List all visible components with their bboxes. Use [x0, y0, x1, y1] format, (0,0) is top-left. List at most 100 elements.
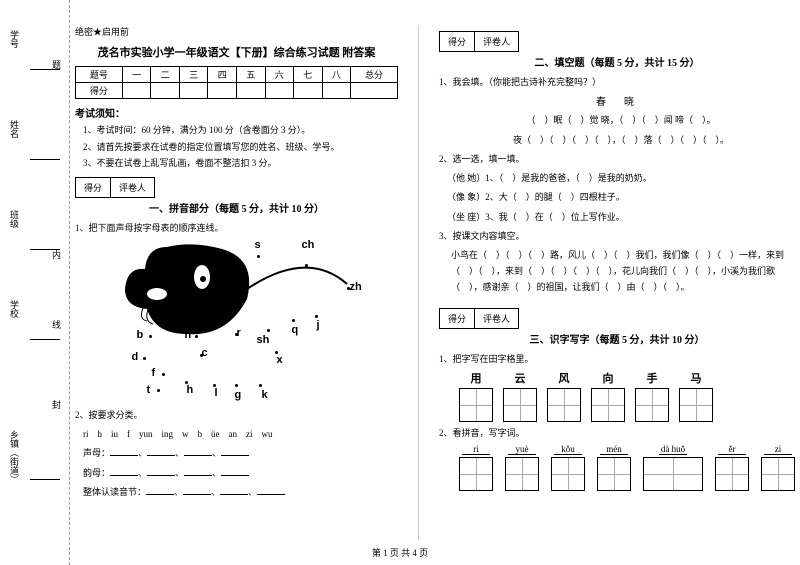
- pinyin-label: rì: [462, 444, 490, 455]
- dot: [195, 335, 198, 338]
- answer-line[interactable]: 韵母：、、、: [83, 465, 398, 481]
- cell[interactable]: [122, 83, 151, 99]
- q1-1: 1、把下面声母按字母表的顺序连线。: [75, 221, 398, 235]
- char-cell: 向: [591, 370, 625, 422]
- tian-grid[interactable]: [551, 457, 585, 491]
- score-cell: 得分: [75, 177, 110, 198]
- tian-grid[interactable]: [505, 457, 539, 491]
- tian-grid[interactable]: [761, 457, 795, 491]
- dot: [257, 255, 260, 258]
- poem-line[interactable]: 夜（ ）（ ）（ ）（ ），（ ）落（ ）（ ）（ ）。: [447, 132, 795, 148]
- q1-2-content: ri h iu f yun ing w b üe an zi wu: [83, 426, 398, 442]
- cell[interactable]: [208, 83, 237, 99]
- cell[interactable]: [322, 83, 351, 99]
- letter: m: [167, 287, 177, 299]
- binding-field[interactable]: [30, 210, 60, 250]
- score-box: 得分 评卷人: [439, 31, 795, 52]
- letter: l: [215, 387, 218, 399]
- th: 八: [322, 67, 351, 83]
- pinyin-label: dà huǒ: [659, 444, 687, 455]
- dot: [185, 381, 188, 384]
- tian-grid[interactable]: [459, 388, 493, 422]
- score-box: 得分 评卷人: [75, 177, 398, 198]
- pinyin-label: mén: [600, 444, 628, 455]
- right-column: 得分 评卷人 二、填空题（每题 5 分，共计 15 分） 1、我会填。（你能把古…: [439, 25, 795, 540]
- dot: [259, 384, 262, 387]
- q2-2-line[interactable]: （他 她）1、（ ）是我的爸爸，（ ）是我的奶奶。: [447, 170, 795, 186]
- letter: sh: [257, 334, 270, 346]
- answer-line[interactable]: 声母：、、、: [83, 445, 398, 461]
- binding-field[interactable]: [30, 120, 60, 160]
- binding-label: 学号: [8, 30, 21, 48]
- poem-line[interactable]: （ ）眠（ ）觉 晓，（ ）（ ）闻 啼（ ）。: [447, 112, 795, 128]
- letter: c: [202, 347, 208, 359]
- score-table: 题号 一 二 三 四 五 六 七 八 总分 得分: [75, 66, 398, 99]
- label: 整体认读音节：: [83, 487, 146, 497]
- left-column: 绝密★启用前 茂名市实验小学一年级语文【下册】综合练习试题 附答案 题号 一 二…: [75, 25, 398, 540]
- q2-3-text[interactable]: 小鸟在（ ）（ ）（ ）路，风儿（ ）（ ）我们，我们像（ ）（ ）一样，来到（…: [451, 247, 795, 296]
- tian-grid[interactable]: [503, 388, 537, 422]
- binding-field[interactable]: [30, 400, 60, 480]
- pinyin-label: ěr: [718, 444, 746, 455]
- letter: k: [262, 389, 268, 401]
- cell[interactable]: [151, 83, 180, 99]
- cutline-char: 内: [50, 250, 63, 259]
- pinyin-label: kǒu: [554, 444, 582, 455]
- pinyin-row: rì yuè kǒu mén dà huǒ ěr zi: [459, 444, 795, 491]
- letter: f: [152, 367, 156, 379]
- secret-label: 绝密★启用前: [75, 25, 398, 38]
- q2-2-line[interactable]: （坐 座）3、我（ ）在（ ）位上写作业。: [447, 209, 795, 225]
- grader-cell: 评卷人: [110, 177, 155, 198]
- cutline-char: 封: [50, 400, 63, 409]
- rule-item: 2、请首先按要求在试卷的指定位置填写您的姓名、班级、学号。: [83, 141, 398, 155]
- tian-grid[interactable]: [635, 388, 669, 422]
- tian-grid[interactable]: [679, 388, 713, 422]
- binding-label: 姓名: [8, 120, 21, 138]
- label: 声母：: [83, 448, 110, 458]
- tian-grid[interactable]: [643, 457, 703, 491]
- q2-2: 2、选一选，填一填。: [439, 152, 795, 166]
- letter: q: [292, 324, 299, 336]
- dot: [149, 335, 152, 338]
- poem-title: 春 晓: [439, 93, 795, 108]
- letter: ch: [302, 239, 315, 251]
- cutline-char: 题: [50, 60, 63, 69]
- th: 六: [265, 67, 294, 83]
- tian-grid[interactable]: [715, 457, 749, 491]
- rule-item: 3、不要在试卷上乱写乱画，卷面不整洁扣 3 分。: [83, 157, 398, 171]
- answer-line[interactable]: 整体认读音节：、、、: [83, 484, 398, 500]
- char-label: 向: [591, 370, 625, 386]
- cell[interactable]: [351, 83, 398, 99]
- tian-grid[interactable]: [591, 388, 625, 422]
- char-cell: 马: [679, 370, 713, 422]
- th: 五: [236, 67, 265, 83]
- binding-label: 学校: [8, 300, 21, 318]
- tian-grid[interactable]: [547, 388, 581, 422]
- tian-grid[interactable]: [597, 457, 631, 491]
- dot: [267, 329, 270, 332]
- column-divider: [418, 25, 419, 540]
- th: 总分: [351, 67, 398, 83]
- char-cell: 手: [635, 370, 669, 422]
- dot: [235, 384, 238, 387]
- th: 二: [151, 67, 180, 83]
- rule-item: 1、考试时间：60 分钟，满分为 100 分（含卷面分 3 分）。: [83, 124, 398, 138]
- th: 七: [294, 67, 323, 83]
- char-label: 风: [547, 370, 581, 386]
- cutline-char: 线: [50, 320, 63, 329]
- letter: n: [185, 329, 192, 341]
- pinyin-cell: kǒu: [551, 444, 585, 491]
- cell[interactable]: [179, 83, 208, 99]
- tian-grid[interactable]: [459, 457, 493, 491]
- letter: d: [132, 351, 139, 363]
- letter: b: [137, 329, 144, 341]
- char-cell: 风: [547, 370, 581, 422]
- q2-2-line[interactable]: （像 象）2、大（ ）的腿（ ）四根柱子。: [447, 189, 795, 205]
- cell[interactable]: [236, 83, 265, 99]
- dot: [213, 384, 216, 387]
- cell[interactable]: [265, 83, 294, 99]
- binding-margin: 学号 姓名 班级 学校 乡镇（街道） 题 内 线 封: [0, 0, 70, 565]
- tian-row: 用 云 风 向 手 马: [459, 370, 795, 422]
- cell[interactable]: [294, 83, 323, 99]
- q2-3: 3、按课文内容填空。: [439, 229, 795, 243]
